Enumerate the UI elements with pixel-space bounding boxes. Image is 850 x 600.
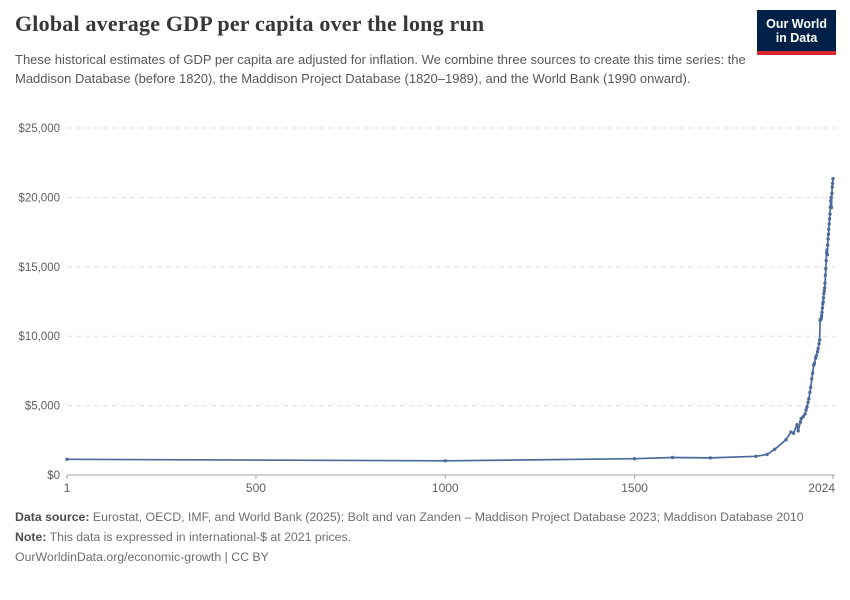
y-axis-labels: $0 $5,000 $10,000 $15,000 $20,000 $25,000: [18, 123, 60, 482]
note-line: Note: This data is expressed in internat…: [15, 529, 815, 547]
owid-logo[interactable]: Our World in Data: [757, 10, 836, 55]
chart-svg[interactable]: $0$5,000$10,000$15,000$20,000$25,000 1 50…: [0, 115, 850, 500]
data-source-line: Data source: Eurostat, OECD, IMF, and Wo…: [15, 509, 815, 527]
svg-text:500: 500: [246, 481, 266, 495]
svg-text:$20,000: $20,000: [18, 192, 60, 204]
note-text: This data is expressed in international-…: [49, 530, 352, 544]
svg-text:$25,000: $25,000: [18, 123, 60, 135]
x-axis-labels: 1 500 1000 1500 2024: [64, 481, 836, 495]
note-label: Note:: [15, 530, 47, 544]
svg-text:2024: 2024: [808, 481, 835, 495]
y-gridlines: [67, 127, 835, 407]
gdp-points: [65, 177, 835, 463]
svg-text:1: 1: [64, 481, 71, 495]
data-source-label: Data source:: [15, 510, 90, 524]
svg-text:1500: 1500: [621, 481, 648, 495]
svg-text:$15,000: $15,000: [18, 262, 60, 274]
owid-logo-line1: Our World: [766, 17, 827, 31]
svg-text:1000: 1000: [432, 481, 459, 495]
attribution-link[interactable]: OurWorldinData.org/economic-growth | CC …: [15, 550, 269, 564]
owid-logo-line2: in Data: [775, 31, 818, 45]
svg-text:$0: $0: [47, 470, 60, 482]
chart-subtitle: These historical estimates of GDP per ca…: [15, 52, 746, 86]
page-title: Global average GDP per capita over the l…: [15, 11, 485, 36]
x-axis: [66, 474, 835, 479]
svg-text:$10,000: $10,000: [18, 331, 60, 343]
chart-footer: Data source: Eurostat, OECD, IMF, and Wo…: [15, 509, 815, 569]
svg-text:$5,000: $5,000: [25, 401, 60, 413]
data-source-text: Eurostat, OECD, IMF, and World Bank (202…: [92, 510, 804, 524]
gdp-line: [66, 177, 834, 462]
